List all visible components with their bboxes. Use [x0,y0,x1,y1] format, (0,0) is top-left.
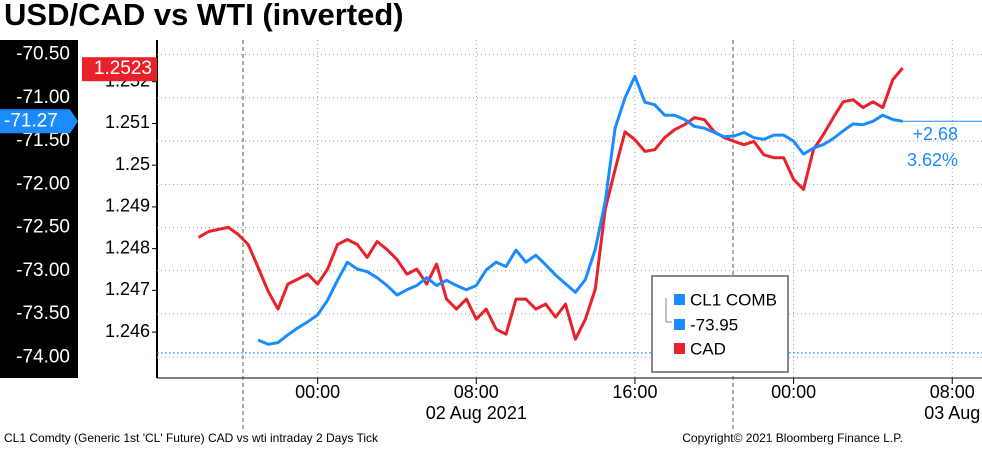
chart-title: USD/CAD vs WTI (inverted) [4,0,404,32]
legend-value: -73.95 [690,315,738,334]
change-label: 3.62% [907,150,958,170]
date-label: 02 Aug 2021 [426,403,527,423]
last-value-label: 1.2523 [94,58,152,79]
last-value-tag [82,57,157,82]
legend-label: CL1 COMB [690,290,777,309]
last-value-label: -71.27 [4,110,58,131]
x-tick-label: 00:00 [771,382,816,402]
x-tick-label: 00:00 [295,382,340,402]
y-tick-label: -72.50 [16,217,70,238]
change-label: +2.68 [912,124,958,144]
y-tick-label: -71.50 [16,130,70,151]
y-tick-label: -72.00 [16,173,70,194]
legend-marker [674,294,685,305]
grid [157,40,982,378]
y-tick-label: -73.00 [16,260,70,281]
y-tick-label: -74.00 [16,346,70,367]
legend-marker [674,319,685,330]
y-tick-label: -70.50 [16,44,70,65]
y-tick-label: -73.50 [16,303,70,324]
legend: CL1 COMB -73.95 CAD [651,275,789,373]
overlay: -70.50 -71.00 -71.50 -72.00 -72.50 -73.00 -73.… [0,44,982,423]
footer-source: CL1 Comdty (Generic 1st 'CL' Future) CAD… [4,431,379,445]
y2-tick-label: 1.249 [105,196,150,216]
footer-copyright: Copyright© 2021 Bloomberg Finance L.P. [682,431,903,445]
date-label: 03 Aug [924,403,980,423]
last-value-tag [0,109,78,134]
x-tick-label: 08:00 [930,382,975,402]
series-line [197,67,904,341]
legend-label: CAD [690,339,726,358]
series-line [257,74,903,346]
legend-tree [665,298,672,323]
plot [197,67,904,346]
y2-tick-label: 1.246 [105,321,150,341]
legend-marker [674,343,685,354]
left-axis-panel [0,40,78,378]
x-tick-label: 16:00 [612,382,657,402]
y2-tick-label: 1.247 [105,279,150,299]
y2-tick-label: 1.248 [105,237,150,257]
x-tick-label: 08:00 [454,382,499,402]
y2-tick-label: 1.25 [115,154,150,174]
y2-tick-label: 1.251 [105,112,150,132]
y-tick-label: -71.00 [16,87,70,108]
